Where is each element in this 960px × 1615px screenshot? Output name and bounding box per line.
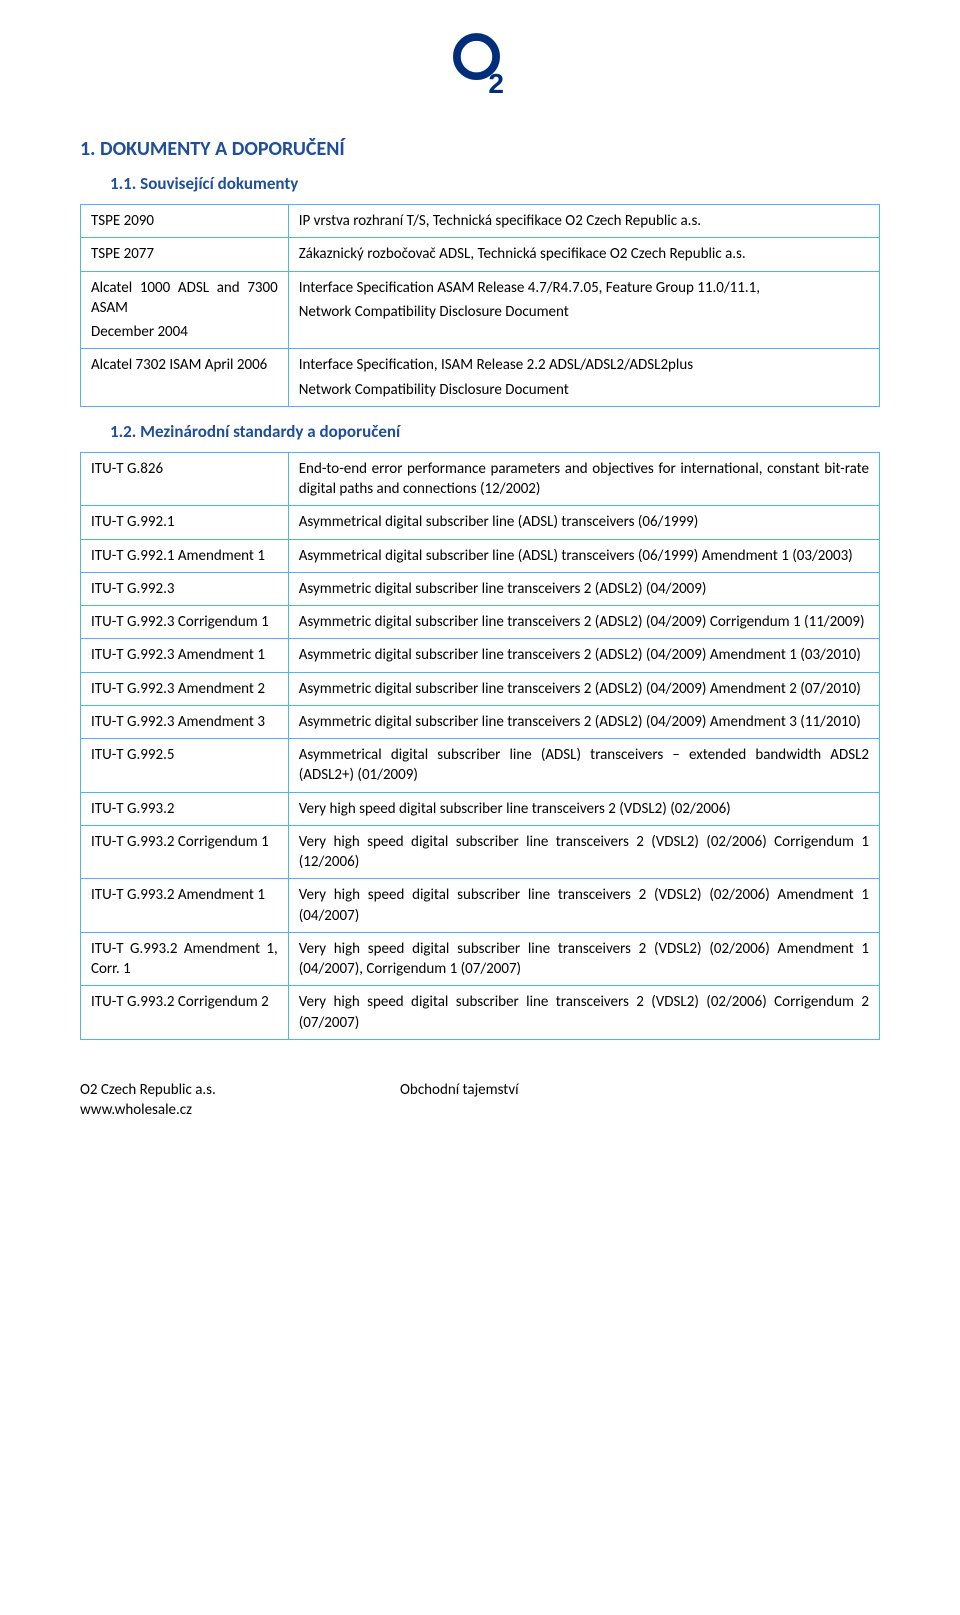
doc-value: Very high speed digital subscriber line …	[288, 986, 879, 1040]
doc-key: ITU-T G.992.3 Amendment 1	[81, 639, 289, 672]
doc-key: Alcatel 1000 ADSL and 7300 ASAMDecember …	[81, 271, 289, 349]
doc-value: Asymmetric digital subscriber line trans…	[288, 705, 879, 738]
table-row: ITU-T G.992.3 Amendment 2Asymmetric digi…	[81, 672, 880, 705]
table-row: ITU-T G.992.1 Amendment 1Asymmetrical di…	[81, 539, 880, 572]
doc-value: Very high speed digital subscriber line …	[288, 879, 879, 933]
standards-table: ITU-T G.826End-to-end error performance …	[80, 452, 880, 1040]
svg-text:2: 2	[488, 68, 504, 99]
doc-value: Very high speed digital subscriber line …	[288, 792, 879, 825]
table-row: ITU-T G.993.2Very high speed digital sub…	[81, 792, 880, 825]
subheading-related-docs: 1.1. Související dokumenty	[110, 173, 880, 196]
doc-key: Alcatel 7302 ISAM April 2006	[81, 349, 289, 407]
table-row: ITU-T G.993.2 Amendment 1, Corr. 1Very h…	[81, 932, 880, 986]
doc-value: Asymmetric digital subscriber line trans…	[288, 572, 879, 605]
doc-value: Interface Specification, ISAM Release 2.…	[288, 349, 879, 407]
doc-key: ITU-T G.992.1	[81, 506, 289, 539]
subheading-standards: 1.2. Mezinárodní standardy a doporučení	[110, 421, 880, 444]
doc-value: Asymmetric digital subscriber line trans…	[288, 672, 879, 705]
doc-key: ITU-T G.992.3	[81, 572, 289, 605]
page-footer: O2 Czech Republic a.s. www.wholesale.cz …	[80, 1080, 880, 1121]
doc-value: Asymmetrical digital subscriber line (AD…	[288, 506, 879, 539]
table-row: ITU-T G.993.2 Corrigendum 2Very high spe…	[81, 986, 880, 1040]
doc-key: ITU-T G.992.3 Amendment 3	[81, 705, 289, 738]
table-row: ITU-T G.992.3 Amendment 1Asymmetric digi…	[81, 639, 880, 672]
footer-company: O2 Czech Republic a.s.	[80, 1080, 400, 1100]
doc-key: ITU-T G.993.2	[81, 792, 289, 825]
o2-logo: 2	[80, 30, 880, 106]
table-row: ITU-T G.992.1Asymmetrical digital subscr…	[81, 506, 880, 539]
table-row: Alcatel 1000 ADSL and 7300 ASAMDecember …	[81, 271, 880, 349]
table-row: ITU-T G.992.5Asymmetrical digital subscr…	[81, 739, 880, 793]
o2-logo-svg: 2	[445, 30, 515, 100]
doc-key: ITU-T G.993.2 Corrigendum 2	[81, 986, 289, 1040]
heading-documents: 1. DOKUMENTY A DOPORUČENÍ	[80, 136, 880, 163]
doc-value: Asymmetric digital subscriber line trans…	[288, 606, 879, 639]
table-row: ITU-T G.993.2 Corrigendum 1Very high spe…	[81, 825, 880, 879]
doc-value: Asymmetrical digital subscriber line (AD…	[288, 739, 879, 793]
doc-key: TSPE 2090	[81, 205, 289, 238]
table-row: ITU-T G.992.3Asymmetric digital subscrib…	[81, 572, 880, 605]
doc-key: ITU-T G.992.3 Corrigendum 1	[81, 606, 289, 639]
doc-value: End-to-end error performance parameters …	[288, 452, 879, 506]
table-row: TSPE 2077Zákaznický rozbočovač ADSL, Tec…	[81, 238, 880, 271]
doc-key: ITU-T G.993.2 Amendment 1, Corr. 1	[81, 932, 289, 986]
doc-value: Interface Specification ASAM Release 4.7…	[288, 271, 879, 349]
doc-key: ITU-T G.992.5	[81, 739, 289, 793]
doc-key: ITU-T G.993.2 Amendment 1	[81, 879, 289, 933]
table-row: TSPE 2090IP vrstva rozhraní T/S, Technic…	[81, 205, 880, 238]
doc-value: IP vrstva rozhraní T/S, Technická specif…	[288, 205, 879, 238]
footer-url: www.wholesale.cz	[80, 1100, 400, 1120]
related-documents-table: TSPE 2090IP vrstva rozhraní T/S, Technic…	[80, 204, 880, 407]
doc-key: TSPE 2077	[81, 238, 289, 271]
doc-key: ITU-T G.992.3 Amendment 2	[81, 672, 289, 705]
doc-value: Asymmetrical digital subscriber line (AD…	[288, 539, 879, 572]
doc-key: ITU-T G.993.2 Corrigendum 1	[81, 825, 289, 879]
table-row: Alcatel 7302 ISAM April 2006Interface Sp…	[81, 349, 880, 407]
table-row: ITU-T G.992.3 Corrigendum 1Asymmetric di…	[81, 606, 880, 639]
table-row: ITU-T G.993.2 Amendment 1Very high speed…	[81, 879, 880, 933]
doc-value: Very high speed digital subscriber line …	[288, 825, 879, 879]
doc-value: Asymmetric digital subscriber line trans…	[288, 639, 879, 672]
doc-value: Very high speed digital subscriber line …	[288, 932, 879, 986]
table-row: ITU-T G.992.3 Amendment 3Asymmetric digi…	[81, 705, 880, 738]
table-row: ITU-T G.826End-to-end error performance …	[81, 452, 880, 506]
doc-value: Zákaznický rozbočovač ADSL, Technická sp…	[288, 238, 879, 271]
doc-key: ITU-T G.826	[81, 452, 289, 506]
doc-key: ITU-T G.992.1 Amendment 1	[81, 539, 289, 572]
footer-confidential: Obchodní tajemství	[400, 1080, 880, 1121]
